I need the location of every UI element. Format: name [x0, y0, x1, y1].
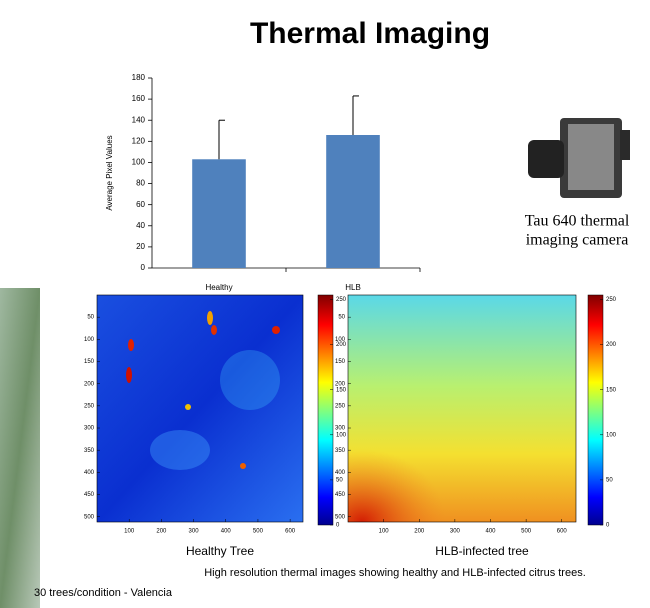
colorbar-tick-label: 0 — [606, 523, 610, 529]
y-tick-label: 250 — [84, 403, 95, 409]
x-tick-label: 500 — [253, 529, 264, 535]
colorbar-tick-label: 100 — [606, 432, 617, 438]
x-tick-label: 400 — [485, 529, 496, 535]
x-tick-label: 400 — [221, 529, 232, 535]
tree-photo — [0, 288, 40, 608]
x-tick-label: HLB — [345, 283, 361, 292]
heatmap-image — [97, 295, 303, 522]
y-tick-label: 500 — [335, 514, 346, 520]
camera-caption: imaging camera — [526, 232, 629, 249]
y-tick-label: 300 — [335, 426, 346, 432]
y-tick-label: 60 — [136, 200, 145, 209]
y-tick-label: 180 — [132, 73, 146, 82]
bar — [192, 159, 246, 268]
y-tick-label: 400 — [84, 470, 95, 476]
y-tick-label: 350 — [84, 448, 95, 454]
x-tick-label: 200 — [156, 529, 167, 535]
colorbar — [588, 295, 603, 525]
y-tick-label: 160 — [132, 94, 146, 103]
y-tick-label: 80 — [136, 179, 145, 188]
y-tick-label: 50 — [338, 315, 345, 321]
y-tick-label: 200 — [335, 381, 346, 387]
y-tick-label: 100 — [335, 337, 346, 343]
y-tick-label: 400 — [335, 470, 346, 476]
y-axis-label: Average Pixel Values — [105, 135, 114, 210]
x-tick-label: 600 — [557, 529, 568, 535]
colorbar-tick-label: 100 — [336, 432, 347, 438]
y-tick-label: 350 — [335, 448, 346, 454]
y-tick-label: 120 — [132, 136, 146, 145]
caption: High resolution thermal images showing h… — [204, 567, 586, 579]
heatmap-image — [348, 295, 576, 522]
y-tick-label: 300 — [84, 426, 95, 432]
footnote: 30 trees/condition - Valencia — [34, 587, 173, 599]
y-tick-label: 140 — [132, 115, 146, 124]
x-axis-label: Healthy Tree — [186, 544, 254, 558]
y-tick-label: 450 — [335, 492, 346, 498]
colorbar-tick-label: 0 — [336, 523, 340, 529]
x-tick-label: 300 — [189, 529, 200, 535]
x-tick-label: 100 — [379, 529, 390, 535]
y-tick-label: 500 — [84, 514, 95, 520]
colorbar-tick-label: 250 — [606, 297, 617, 303]
x-tick-label: 500 — [521, 529, 532, 535]
y-tick-label: 100 — [132, 158, 146, 167]
colorbar — [318, 295, 333, 525]
colorbar-tick-label: 150 — [606, 387, 617, 393]
title: Thermal Imaging — [250, 17, 490, 50]
x-tick-label: 100 — [124, 529, 135, 535]
colorbar-tick-label: 250 — [336, 297, 347, 303]
colorbar-tick-label: 50 — [606, 477, 613, 483]
y-tick-label: 250 — [335, 403, 346, 409]
camera-image — [528, 118, 630, 198]
x-tick-label: 200 — [414, 529, 425, 535]
colorbar-tick-label: 150 — [336, 387, 347, 393]
y-tick-label: 150 — [84, 359, 95, 365]
slide: Thermal Imaging Tau 640 thermal imaging … — [0, 0, 650, 608]
y-tick-label: 40 — [136, 221, 145, 230]
x-tick-label: 300 — [450, 529, 461, 535]
x-axis-label: HLB-infected tree — [435, 544, 529, 558]
y-tick-label: 150 — [335, 359, 346, 365]
colorbar-tick-label: 50 — [336, 477, 343, 483]
y-tick-label: 50 — [87, 315, 94, 321]
y-tick-label: 100 — [84, 337, 95, 343]
x-tick-label: Healthy — [205, 283, 232, 292]
y-tick-label: 20 — [136, 242, 145, 251]
colorbar-tick-label: 200 — [336, 342, 347, 348]
y-tick-label: 0 — [141, 263, 146, 272]
camera-caption: Tau 640 thermal — [525, 213, 630, 230]
bar — [326, 135, 380, 268]
y-tick-label: 200 — [84, 381, 95, 387]
colorbar-tick-label: 200 — [606, 342, 617, 348]
y-tick-label: 450 — [84, 492, 95, 498]
x-tick-label: 600 — [285, 529, 296, 535]
